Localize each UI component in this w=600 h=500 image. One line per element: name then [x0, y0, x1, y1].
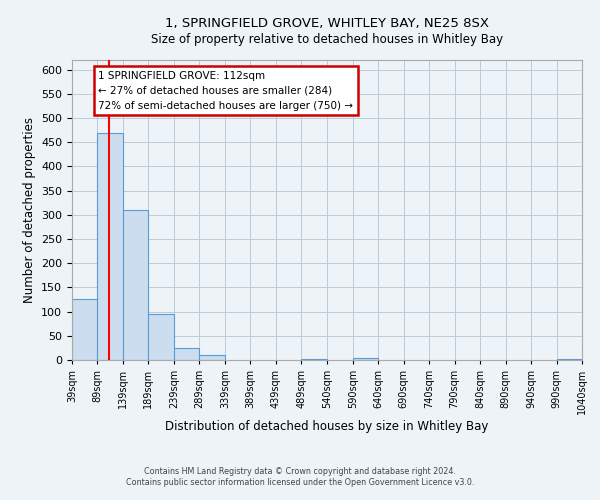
Bar: [148, 314, 174, 360]
Text: Contains public sector information licensed under the Open Government Licence v3: Contains public sector information licen…: [126, 478, 474, 487]
Text: Contains HM Land Registry data © Crown copyright and database right 2024.: Contains HM Land Registry data © Crown c…: [144, 467, 456, 476]
Y-axis label: Number of detached properties: Number of detached properties: [23, 117, 35, 303]
Text: 1 SPRINGFIELD GROVE: 112sqm
← 27% of detached houses are smaller (284)
72% of se: 1 SPRINGFIELD GROVE: 112sqm ← 27% of det…: [98, 70, 353, 111]
Bar: [72, 298, 97, 360]
Bar: [199, 355, 225, 360]
Bar: [174, 348, 199, 360]
Bar: [123, 210, 148, 360]
X-axis label: Distribution of detached houses by size in Whitley Bay: Distribution of detached houses by size …: [166, 420, 488, 433]
Bar: [301, 358, 327, 360]
Text: Size of property relative to detached houses in Whitley Bay: Size of property relative to detached ho…: [151, 32, 503, 46]
Text: 1, SPRINGFIELD GROVE, WHITLEY BAY, NE25 8SX: 1, SPRINGFIELD GROVE, WHITLEY BAY, NE25 …: [165, 18, 489, 30]
Bar: [557, 358, 582, 360]
Bar: [97, 132, 123, 360]
Bar: [353, 358, 378, 360]
